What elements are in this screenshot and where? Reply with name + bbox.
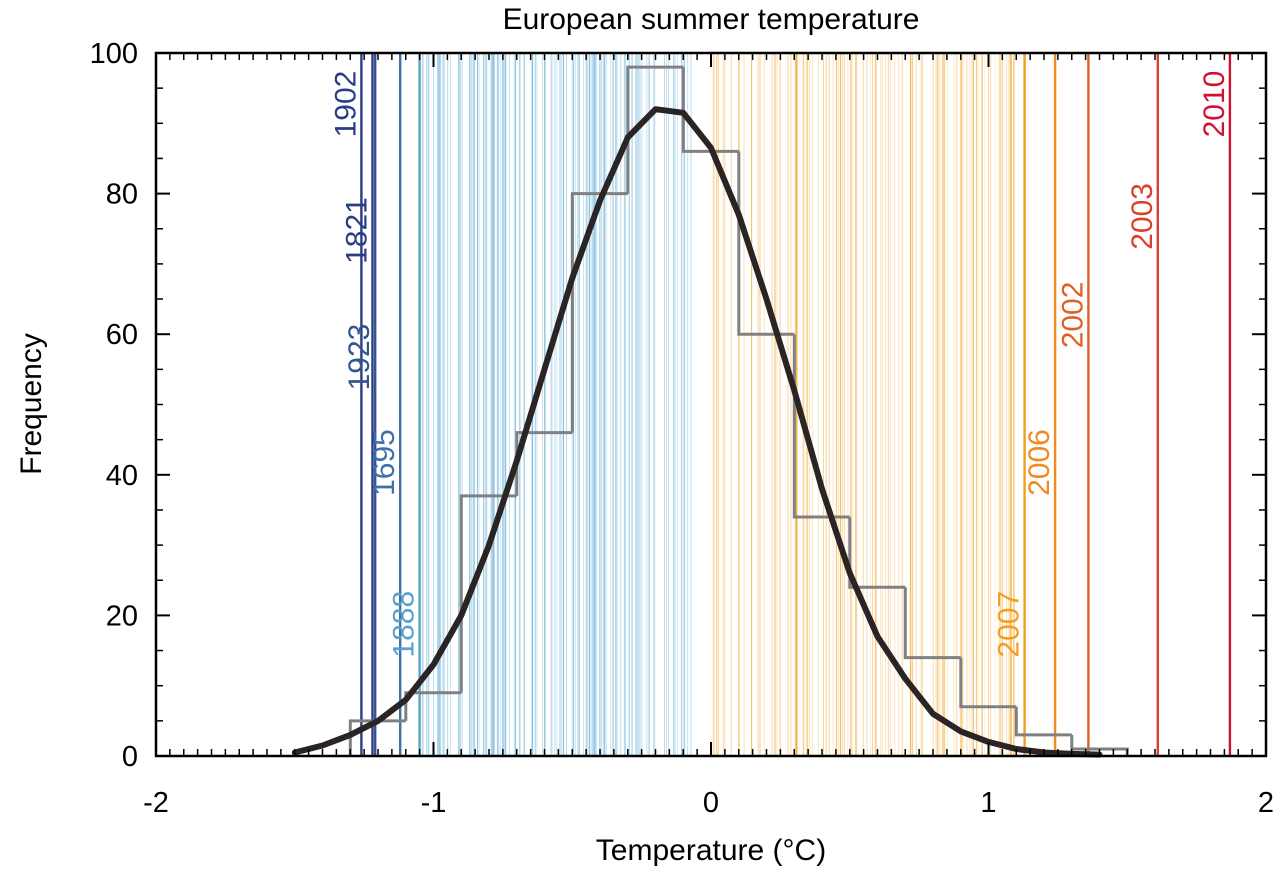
y-tick-label: 80 [106, 179, 138, 211]
histogram-bar [903, 587, 961, 660]
histogram-bar [515, 431, 573, 496]
year-label-1888: 1888 [388, 591, 421, 658]
x-tick-label: 2 [1258, 787, 1274, 819]
histogram-bar [1014, 706, 1072, 737]
histogram-bar [626, 65, 684, 194]
year-label-1821: 1821 [341, 197, 374, 264]
year-labels-layer: 1902 1821 1923 1695 1888 2007 2006 2002 2003 2010 [329, 71, 1231, 658]
x-axis-label: Temperature (°C) [596, 834, 826, 867]
histogram-bar [848, 517, 906, 589]
x-tick-label: -2 [143, 787, 169, 819]
plot-frame [154, 51, 1268, 758]
year-label-1923: 1923 [343, 324, 376, 391]
histogram-bar [959, 657, 1017, 709]
histogram-bar [459, 494, 517, 693]
year-label-2002: 2002 [1056, 282, 1089, 349]
year-label-1695: 1695 [368, 429, 401, 496]
x-tick-label: 0 [703, 787, 719, 819]
histogram-bar [404, 691, 462, 721]
y-tick-label: 100 [90, 38, 138, 70]
fit-curve-line [291, 106, 1103, 758]
year-label-2010: 2010 [1198, 71, 1231, 138]
year-label-2007: 2007 [993, 591, 1026, 658]
histogram-bar [348, 719, 406, 756]
histogram-bar [681, 67, 739, 153]
fit-curve-layer [291, 106, 1103, 758]
chart-title: European summer temperature [503, 3, 920, 36]
year-label-1902: 1902 [329, 71, 362, 138]
year-label-2006: 2006 [1023, 429, 1056, 496]
histogram-bar [570, 192, 628, 433]
y-tick-label: 0 [122, 741, 138, 773]
y-tick-label: 60 [106, 319, 138, 351]
y-tick-label: 40 [106, 460, 138, 492]
y-axis-label: Frequency [15, 333, 48, 475]
year-label-2003: 2003 [1126, 183, 1159, 250]
x-tick-label: -1 [421, 787, 447, 819]
year-lines-layer [360, 53, 1232, 756]
x-tick-label: 1 [980, 787, 996, 819]
y-tick-label: 20 [106, 600, 138, 632]
